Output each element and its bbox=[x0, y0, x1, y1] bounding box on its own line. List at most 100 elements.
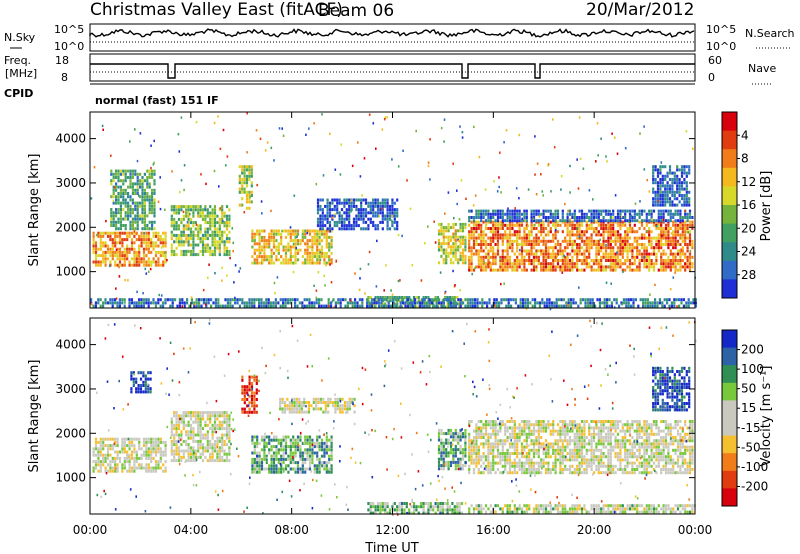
heatmap-cell bbox=[418, 301, 421, 305]
heatmap-cell bbox=[513, 223, 516, 227]
heatmap-cell bbox=[216, 227, 219, 231]
noise-cell bbox=[137, 194, 140, 197]
heatmap-cell bbox=[268, 235, 271, 239]
heatmap-cell bbox=[667, 212, 670, 216]
heatmap-cell bbox=[688, 203, 691, 207]
heatmap-cell bbox=[250, 404, 254, 408]
noise-cell bbox=[575, 227, 578, 230]
noise-cell bbox=[334, 212, 337, 216]
heatmap-cell bbox=[393, 302, 396, 306]
noise-cell bbox=[643, 168, 646, 171]
heatmap-cell bbox=[607, 212, 610, 216]
noise-cell bbox=[276, 276, 279, 279]
heatmap-cell bbox=[304, 441, 307, 445]
heatmap-cell bbox=[518, 265, 521, 269]
heatmap-cell bbox=[566, 268, 569, 272]
heatmap-cell bbox=[112, 217, 115, 221]
heatmap-cell bbox=[92, 234, 95, 238]
heatmap-cell bbox=[442, 251, 445, 255]
heatmap-cell bbox=[376, 204, 380, 208]
heatmap-cell bbox=[151, 227, 154, 231]
heatmap-cell bbox=[223, 249, 226, 253]
heatmap-cell bbox=[634, 298, 637, 302]
heatmap-cell bbox=[117, 179, 120, 183]
heatmap-cell bbox=[270, 261, 273, 265]
heatmap-cell bbox=[280, 454, 283, 458]
heatmap-cell bbox=[289, 445, 292, 449]
heatmap-cell bbox=[243, 410, 246, 414]
heatmap-cell bbox=[566, 259, 569, 262]
heatmap-cell bbox=[149, 387, 152, 391]
heatmap-cell bbox=[192, 243, 195, 247]
heatmap-cell bbox=[182, 227, 185, 231]
heatmap-cell bbox=[201, 208, 205, 212]
heatmap-cell bbox=[504, 236, 507, 240]
noise-cell bbox=[411, 264, 414, 267]
heatmap-cell bbox=[268, 464, 271, 468]
heatmap-cell bbox=[144, 387, 147, 391]
heatmap-cell bbox=[187, 224, 190, 228]
heatmap-cell bbox=[205, 298, 208, 302]
heatmap-cell bbox=[612, 209, 615, 213]
heatmap-cell bbox=[320, 251, 324, 255]
heatmap-cell bbox=[177, 227, 181, 231]
heatmap-cell bbox=[115, 169, 118, 173]
heatmap-cell bbox=[568, 252, 572, 256]
heatmap-cell bbox=[537, 236, 540, 240]
heatmap-cell bbox=[228, 423, 231, 427]
heatmap-cell bbox=[110, 182, 113, 186]
heatmap-cell bbox=[130, 241, 134, 245]
heatmap-cell bbox=[241, 407, 244, 411]
heatmap-cell bbox=[117, 211, 120, 215]
heatmap-cell bbox=[313, 451, 316, 455]
heatmap-cell bbox=[487, 216, 490, 219]
heatmap-cell bbox=[511, 262, 514, 266]
heatmap-cell bbox=[199, 439, 202, 443]
heatmap-cell bbox=[145, 234, 148, 238]
heatmap-cell bbox=[170, 221, 173, 225]
heatmap-cell bbox=[164, 231, 167, 235]
heatmap-cell bbox=[580, 223, 584, 227]
heatmap-cell bbox=[189, 227, 193, 231]
heatmap-cell bbox=[189, 411, 193, 415]
heatmap-cell bbox=[482, 262, 485, 266]
heatmap-cell bbox=[681, 236, 684, 240]
heatmap-cell bbox=[221, 427, 224, 431]
heatmap-cell bbox=[117, 227, 120, 231]
heatmap-cell bbox=[294, 451, 297, 455]
heatmap-cell bbox=[253, 298, 256, 302]
heatmap-cell bbox=[135, 238, 138, 242]
noise-cell bbox=[181, 305, 183, 308]
heatmap-cell bbox=[664, 219, 668, 223]
heatmap-cell bbox=[530, 252, 533, 256]
heatmap-cell bbox=[182, 423, 185, 427]
noise-cell bbox=[685, 201, 687, 204]
heatmap-cell bbox=[502, 298, 505, 302]
heatmap-cell bbox=[241, 171, 244, 175]
heatmap-cell bbox=[368, 304, 371, 308]
heatmap-cell bbox=[140, 453, 143, 457]
heatmap-cell bbox=[130, 377, 133, 381]
heatmap-cell bbox=[151, 172, 154, 176]
heatmap-cell bbox=[185, 240, 188, 244]
heatmap-cell bbox=[532, 255, 536, 259]
heatmap-cell bbox=[170, 439, 173, 443]
heatmap-cell bbox=[238, 298, 241, 302]
heatmap-cell bbox=[110, 172, 113, 176]
heatmap-cell bbox=[339, 301, 342, 305]
heatmap-cell bbox=[452, 232, 455, 236]
heatmap-cell bbox=[197, 455, 200, 459]
heatmap-cell bbox=[518, 216, 521, 219]
heatmap-cell bbox=[532, 227, 536, 230]
heatmap-cell bbox=[688, 223, 692, 227]
heatmap-cell bbox=[657, 239, 660, 243]
heatmap-cell bbox=[654, 181, 657, 185]
heatmap-cell bbox=[444, 305, 447, 309]
heatmap-cell bbox=[124, 214, 127, 218]
heatmap-cell bbox=[360, 214, 363, 218]
heatmap-cell bbox=[671, 194, 674, 197]
heatmap-cell bbox=[547, 262, 550, 266]
heatmap-cell bbox=[187, 446, 190, 450]
heatmap-cell bbox=[393, 208, 396, 212]
heatmap-cell bbox=[609, 227, 612, 230]
